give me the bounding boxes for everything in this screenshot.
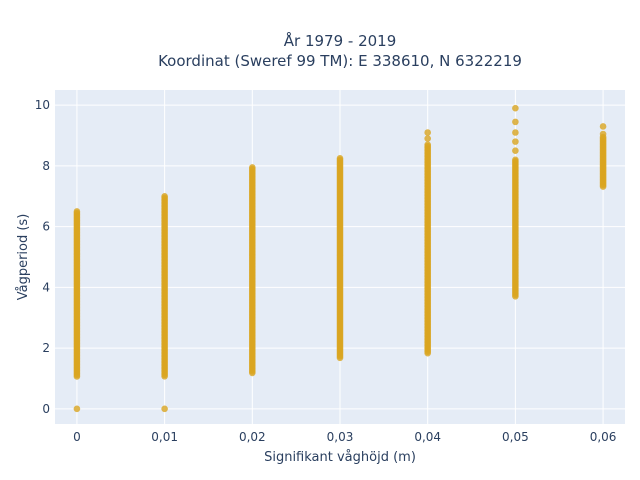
data-point — [599, 183, 607, 190]
x-tick-label: 0,02 — [239, 430, 266, 444]
data-point — [599, 130, 607, 138]
data-point — [73, 405, 81, 413]
data-point — [73, 208, 81, 215]
data-point — [599, 123, 607, 130]
data-point — [73, 373, 81, 380]
y-tick-label: 4 — [42, 280, 50, 294]
data-point — [161, 405, 168, 413]
y-tick-labels: 0 2 4 6 8 10 — [35, 98, 50, 416]
x-tick-label: 0,06 — [590, 430, 617, 444]
x-tick-labels: 0 0,01 0,02 0,03 0,04 0,05 0,06 — [73, 430, 616, 444]
data-point — [424, 349, 431, 357]
data-point — [161, 372, 168, 380]
chart-title-line2: Koordinat (Sweref 99 TM): E 338610, N 63… — [158, 52, 522, 70]
y-axis-title: Vågperiod (s) — [16, 214, 31, 301]
y-tick-label: 2 — [42, 341, 50, 355]
x-tick-label: 0,04 — [414, 430, 441, 444]
data-point — [512, 129, 519, 136]
y-tick-label: 6 — [42, 220, 50, 234]
x-tick-label: 0 — [73, 430, 81, 444]
x-tick-label: 0,05 — [502, 430, 529, 444]
data-point — [512, 118, 519, 126]
data-point — [424, 135, 431, 142]
y-tick-label: 10 — [35, 98, 50, 112]
data-point — [512, 293, 519, 300]
y-tick-label: 0 — [42, 402, 50, 416]
x-axis-title: Signifikant våghöjd (m) — [264, 450, 416, 465]
data-point — [512, 147, 519, 155]
data-point — [336, 354, 344, 362]
data-point — [249, 369, 256, 377]
chart-title-line1: År 1979 - 2019 — [284, 31, 397, 50]
x-tick-label: 0,01 — [151, 430, 178, 444]
x-tick-label: 0,03 — [327, 430, 354, 444]
data-points — [73, 104, 607, 413]
data-point — [512, 138, 519, 145]
y-tick-label: 8 — [42, 159, 50, 173]
data-point — [512, 104, 519, 112]
data-point — [424, 129, 431, 136]
